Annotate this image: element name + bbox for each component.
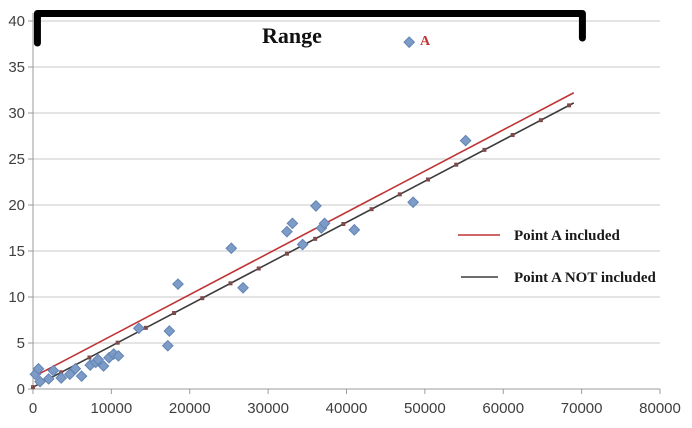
legend: Point A included Point A NOT included [458,228,657,286]
trendline-point-a-included [32,92,575,378]
data-point[interactable] [407,196,420,209]
x-tick-label-10000: 10000 [91,400,133,417]
chart-title: Range [262,23,322,48]
x-tick-label-70000: 70000 [561,400,603,417]
data-point[interactable] [237,281,249,294]
trendline-marker [284,251,289,256]
trendline-marker [228,281,233,286]
data-point[interactable] [55,372,68,384]
data-point[interactable] [97,360,110,372]
data-point[interactable] [348,223,361,236]
x-tick-label-30000: 30000 [247,400,289,417]
trendline-marker [341,222,346,227]
x-tick-label-0: 0 [29,400,37,417]
data-point[interactable] [296,238,309,251]
x-tick-label-60000: 60000 [482,400,524,417]
outlier-point-a[interactable] [403,36,416,49]
axes [28,13,661,394]
legend-label-point-a-included: Point A included [514,228,621,244]
trendline-marker [454,162,459,167]
y-tick-label-20: 20 [8,197,25,214]
trendline-marker [87,355,92,360]
legend-label-point-a-not-included: Point A NOT included [514,270,657,286]
trendline-marker [115,340,120,345]
data-point[interactable] [163,325,176,337]
y-tick-label-35: 35 [8,59,25,76]
y-tick-label-0: 0 [17,381,25,398]
outlier-point-a-label: A [420,34,431,49]
trendline-marker [426,177,431,182]
y-tick-label-30: 30 [8,105,25,122]
y-tick-label-5: 5 [17,335,25,352]
trendline-marker [313,236,318,241]
data-point[interactable] [112,349,125,362]
data-point[interactable] [172,278,184,291]
trendline-marker [567,103,572,108]
trendline-marker [510,133,515,138]
y-tick-label-40: 40 [8,13,25,30]
data-point[interactable] [281,225,293,238]
x-tick-label-80000: 80000 [639,400,681,417]
range-bracket-icon [33,10,586,47]
trendline-marker [369,207,374,212]
data-point[interactable] [161,339,174,352]
x-tick-label-50000: 50000 [404,400,446,417]
y-tick-label-15: 15 [8,243,25,260]
x-tick-label-20000: 20000 [169,400,211,417]
trendline-marker [143,325,148,330]
data-point[interactable] [225,242,238,255]
data-point[interactable] [132,322,145,335]
data-point[interactable] [42,372,55,385]
trendline-marker [172,311,177,315]
data-point[interactable] [34,375,46,388]
trendline-marker [397,192,402,197]
data-point[interactable] [69,362,82,375]
data-point[interactable] [286,217,299,230]
data-point[interactable] [92,353,104,366]
trendline-marker [538,118,543,123]
y-tick-label-10: 10 [8,289,25,306]
gridlines [33,20,660,390]
trendline-marker [256,266,261,271]
tick-labels: 0 5 10 15 20 25 30 35 40 0 10000 20000 30000 40000 500… [8,13,681,417]
data-point[interactable] [318,217,331,230]
outlier-point-a-marker[interactable] [403,36,416,49]
data-point[interactable] [47,364,60,377]
data-point[interactable] [310,200,322,212]
trendline-marker [482,147,487,152]
y-tick-label-25: 25 [8,151,25,168]
trendline-marker [200,296,205,301]
data-point[interactable] [75,370,88,383]
x-tick-label-40000: 40000 [326,400,368,417]
data-point[interactable] [32,362,45,375]
trendline-marker [31,385,35,390]
data-points-series [29,134,472,388]
data-point[interactable] [459,134,472,147]
